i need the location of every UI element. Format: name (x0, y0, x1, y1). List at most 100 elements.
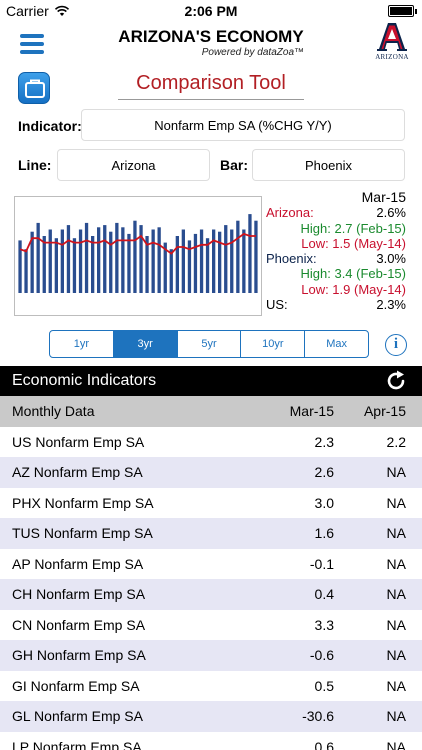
table-row[interactable]: GL Nonfarm Emp SA -30.6 NA (0, 701, 422, 732)
row-value-2: NA (386, 494, 406, 511)
table-row[interactable]: US Nonfarm Emp SA 2.3 2.2 (0, 427, 422, 458)
section-title: Economic Indicators (12, 372, 157, 389)
us-label: US: (266, 297, 288, 313)
row-value-1: 1.6 (314, 525, 334, 541)
row-value-2: NA (386, 555, 406, 572)
phoenix-bar (48, 229, 52, 293)
row-value-1: -30.6 (302, 708, 334, 724)
table-row[interactable]: LP Nonfarm Emp SA 0.6 NA (0, 732, 422, 750)
row-value-2: NA (386, 677, 406, 694)
phoenix-bar (54, 238, 58, 293)
row-name: CH Nonfarm Emp SA (12, 586, 146, 602)
phoenix-bar (103, 225, 107, 293)
phoenix-bar (157, 227, 161, 293)
phoenix-bar (109, 231, 113, 293)
phoenix-bar (133, 220, 137, 293)
phoenix-bar (169, 249, 173, 293)
row-name: TUS Nonfarm Emp SA (12, 525, 153, 541)
comparison-chart (14, 196, 262, 316)
battery-icon (388, 5, 417, 17)
phoenix-bar (97, 227, 101, 293)
phoenix-bar (30, 231, 34, 293)
chart-svg (18, 214, 258, 293)
arizona-low: Low: 1.5 (May-14) (301, 235, 406, 251)
row-name: LP Nonfarm Emp SA (12, 738, 142, 750)
range-5yr-button[interactable]: 5yr (178, 331, 242, 357)
phoenix-bar (181, 229, 185, 293)
range-1yr-button[interactable]: 1yr (50, 331, 114, 357)
row-value-1: 0.6 (314, 738, 334, 750)
refresh-icon[interactable] (384, 369, 408, 393)
us-value: 2.3% (376, 297, 406, 313)
line-selector[interactable]: Arizona (57, 149, 210, 181)
section-header: Economic Indicators (0, 366, 422, 396)
bar-value: Phoenix (305, 157, 352, 173)
phoenix-label: Phoenix: (266, 251, 317, 267)
phoenix-bar (187, 240, 192, 293)
range-10yr-button[interactable]: 10yr (241, 331, 306, 357)
table-row[interactable]: PHX Nonfarm Emp SA 3.0 NA (0, 488, 422, 519)
app-title: ARIZONA'S ECONOMY (118, 27, 304, 46)
row-value-1: 0.5 (314, 677, 334, 694)
page-title: Comparison Tool (118, 72, 304, 100)
row-value-2: NA (386, 525, 406, 541)
table-row[interactable]: TUS Nonfarm Emp SA 1.6 NA (0, 518, 422, 549)
phoenix-bar (218, 231, 222, 293)
table-row[interactable]: AZ Nonfarm Emp SA 2.6 NA (0, 457, 422, 488)
row-value-1: 2.6 (314, 464, 334, 480)
row-value-2: NA (386, 708, 406, 724)
table-row[interactable]: CH Nonfarm Emp SA 0.4 NA (0, 579, 422, 610)
phoenix-bar (91, 236, 95, 293)
phoenix-bar (175, 236, 179, 293)
header-monthly-data: Monthly Data (12, 403, 95, 419)
table-row[interactable]: GI Nonfarm Emp SA 0.5 NA (0, 671, 422, 702)
row-value-1: 2.3 (314, 433, 334, 450)
arizona-label: Arizona: (266, 205, 314, 221)
arizona-value: 2.6% (376, 205, 406, 221)
bar-label: Bar: (220, 157, 249, 173)
row-name: AZ Nonfarm Emp SA (12, 464, 143, 480)
hamburger-menu-icon[interactable] (20, 34, 44, 54)
row-name: GI Nonfarm Emp SA (12, 677, 140, 694)
range-3yr-button[interactable]: 3yr (113, 331, 178, 357)
logo-caption: ARIZONA (375, 53, 409, 61)
table-header-row: Monthly Data Mar-15 Apr-15 (0, 396, 422, 427)
phoenix-bar (115, 222, 119, 293)
phoenix-low: Low: 1.9 (May-14) (301, 281, 406, 297)
phoenix-bar (78, 229, 83, 293)
table-row[interactable]: AP Nonfarm Emp SA -0.1 NA (0, 549, 422, 580)
row-value-2: NA (386, 586, 406, 602)
indicators-table: Monthly Data Mar-15 Apr-15 US Nonfarm Em… (0, 396, 422, 750)
chart-stats: Mar-15 Arizona: 2.6% High: 2.7 (Feb-15) … (266, 189, 407, 313)
stats-date: Mar-15 (361, 189, 406, 205)
phoenix-bar (139, 225, 143, 293)
row-name: CN Nonfarm Emp SA (12, 616, 146, 633)
phoenix-high: High: 3.4 (Feb-15) (300, 266, 407, 282)
briefcase-icon[interactable] (18, 72, 50, 104)
phoenix-value: 3.0% (376, 251, 406, 267)
indicator-selector[interactable]: Nonfarm Emp SA (%CHG Y/Y) (81, 109, 405, 141)
header-col-2: Apr-15 (363, 403, 406, 419)
phoenix-bar (236, 220, 240, 293)
info-icon[interactable]: i (385, 334, 407, 356)
phoenix-bar (66, 225, 71, 293)
row-name: GL Nonfarm Emp SA (12, 708, 143, 724)
phoenix-bar (36, 222, 40, 293)
phoenix-bar (121, 227, 125, 293)
phoenix-bar (224, 225, 228, 293)
phoenix-bar (163, 242, 167, 293)
row-name: US Nonfarm Emp SA (12, 433, 145, 450)
range-max-button[interactable]: Max (326, 338, 347, 350)
phoenix-bar (242, 229, 246, 293)
line-label: Line: (18, 157, 52, 173)
row-value-1: 3.0 (314, 494, 334, 511)
row-value-1: -0.6 (309, 647, 334, 663)
wifi-icon (54, 5, 69, 16)
table-row[interactable]: CN Nonfarm Emp SA 3.3 NA (0, 610, 422, 641)
phoenix-bar (72, 238, 77, 293)
bar-selector[interactable]: Phoenix (252, 149, 405, 181)
carrier-label: Carrier (6, 3, 49, 19)
block-a-logo-icon (377, 23, 407, 51)
header-col-1: Mar-15 (289, 403, 334, 419)
table-row[interactable]: GH Nonfarm Emp SA -0.6 NA (0, 640, 422, 671)
